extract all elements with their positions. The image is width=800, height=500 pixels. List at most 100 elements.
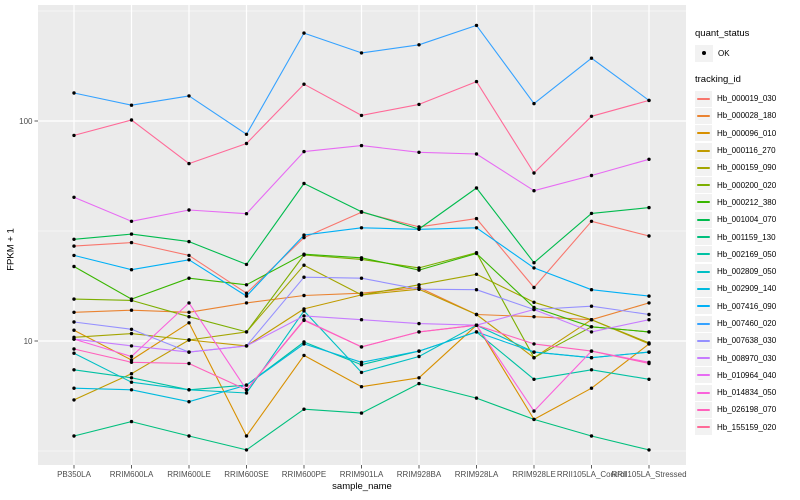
line-symbol-icon xyxy=(697,132,710,135)
legend-entry-label: Hb_000096_010 xyxy=(717,128,777,138)
legend-key-line xyxy=(695,194,712,211)
data-point xyxy=(417,381,421,386)
legend-key-line xyxy=(695,350,712,367)
x-tick-label: RRIM600SE xyxy=(224,470,268,479)
legend-entry-Hb_000096_010: Hb_000096_010 xyxy=(695,125,799,142)
data-point xyxy=(359,385,364,389)
data-point xyxy=(532,342,536,346)
data-point xyxy=(359,143,364,148)
data-point xyxy=(302,263,306,267)
legend-entry-label: Hb_007638_030 xyxy=(717,336,777,346)
legend-entry-label: Hb_002809_050 xyxy=(717,267,777,277)
y-axis-title: FPKM + 1 xyxy=(5,228,17,271)
data-point xyxy=(474,396,479,400)
data-point xyxy=(187,253,191,258)
data-point xyxy=(129,103,134,107)
legend-entry-Hb_002169_050: Hb_002169_050 xyxy=(695,246,799,263)
data-point xyxy=(589,318,594,322)
legend-key-line xyxy=(695,315,712,332)
data-point xyxy=(244,291,249,295)
data-point xyxy=(647,234,651,238)
legend-entry-label: Hb_010964_040 xyxy=(717,370,777,380)
data-point xyxy=(474,216,479,221)
x-tick-label: PB350LA xyxy=(57,470,91,479)
legend-entry-Hb_001004_070: Hb_001004_070 xyxy=(695,211,799,228)
x-tick-label: RRIM600LA xyxy=(110,470,154,479)
data-point xyxy=(244,301,249,305)
data-point xyxy=(302,309,306,313)
data-point xyxy=(474,272,479,276)
data-point xyxy=(647,350,651,354)
data-point xyxy=(647,377,651,381)
data-point xyxy=(72,328,76,332)
legend-entry-Hb_001159_130: Hb_001159_130 xyxy=(695,228,799,246)
legend-entry-label: Hb_155159_020 xyxy=(717,422,777,432)
data-point xyxy=(417,43,421,47)
data-point xyxy=(302,407,306,411)
data-point xyxy=(244,383,249,387)
data-point xyxy=(302,293,306,298)
legend-entry-label: Hb_026198_070 xyxy=(717,405,777,415)
data-point xyxy=(187,434,191,438)
legend-entry-label: Hb_000019_030 xyxy=(717,94,777,104)
data-point xyxy=(474,152,479,156)
data-point xyxy=(129,240,134,245)
data-point xyxy=(417,283,421,287)
data-point xyxy=(187,361,191,366)
data-point xyxy=(244,344,249,348)
data-point xyxy=(589,349,594,353)
data-point xyxy=(647,294,651,298)
x-tick-label: RRIM600PE xyxy=(282,470,326,479)
data-point xyxy=(532,377,536,381)
data-point xyxy=(244,330,249,334)
data-point xyxy=(187,258,191,262)
data-point xyxy=(244,448,249,452)
data-point xyxy=(187,276,191,280)
data-point xyxy=(532,300,536,304)
data-point xyxy=(302,149,306,154)
data-point xyxy=(474,251,479,256)
data-point xyxy=(359,411,364,415)
data-point xyxy=(589,211,594,216)
legend-key-line xyxy=(695,90,712,107)
data-point xyxy=(589,288,594,292)
line-symbol-icon xyxy=(697,322,710,325)
data-point xyxy=(417,376,421,380)
line-symbol-icon xyxy=(697,149,710,152)
line-symbol-icon xyxy=(697,408,710,411)
data-point xyxy=(187,161,191,166)
data-point xyxy=(72,351,76,355)
x-tick-label: RRIM901LA xyxy=(340,470,384,479)
line-symbol-icon xyxy=(697,339,710,342)
data-point xyxy=(187,321,191,325)
y-tick-label: 10 xyxy=(24,337,33,346)
line-symbol-icon xyxy=(697,287,710,290)
data-point xyxy=(532,266,536,270)
legend-key-line xyxy=(695,246,712,263)
legend-entries-tracking-id: Hb_000019_030 Hb_000028_180 Hb_000096_010 H… xyxy=(695,90,799,436)
data-point xyxy=(72,91,76,95)
data-point xyxy=(302,31,306,35)
data-point xyxy=(72,320,76,324)
x-tick-label: RRIM928LE xyxy=(512,470,556,479)
data-point xyxy=(129,118,134,122)
legend-key-line xyxy=(695,107,712,124)
legend-entry-label: Hb_007416_090 xyxy=(717,301,777,311)
data-point xyxy=(72,434,76,438)
data-point xyxy=(129,372,134,376)
data-point xyxy=(417,349,421,353)
data-point xyxy=(647,312,651,317)
legend-entry-label: Hb_000028_180 xyxy=(717,111,777,121)
data-point xyxy=(417,102,421,107)
data-point xyxy=(244,391,249,395)
data-point xyxy=(129,360,134,364)
legend-entry-label: Hb_002169_050 xyxy=(717,249,777,259)
data-point xyxy=(532,189,536,193)
line-symbol-icon xyxy=(697,270,710,273)
data-point xyxy=(359,256,364,260)
data-point xyxy=(244,262,249,267)
data-point xyxy=(532,101,536,106)
data-point xyxy=(589,356,594,360)
